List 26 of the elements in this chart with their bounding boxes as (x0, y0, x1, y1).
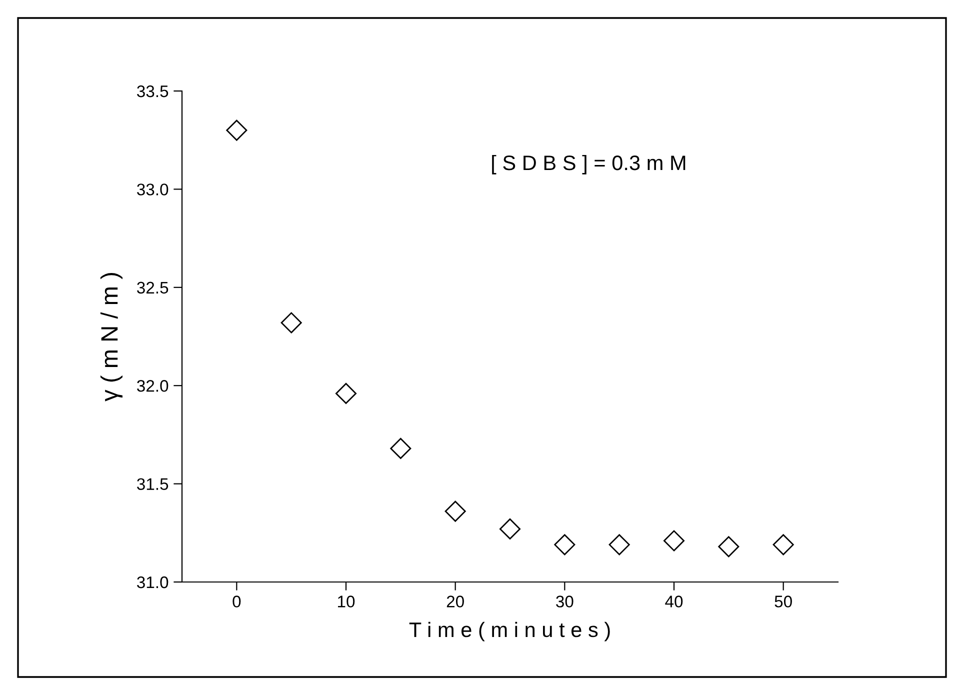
x-tick-label: 30 (556, 596, 574, 608)
annotation: [ S D B S ] = 0.3 m M (492, 154, 686, 174)
y-tick-label: 33.0 (137, 184, 168, 196)
point (663, 530, 685, 552)
point (390, 438, 412, 459)
y-tick-label: 32.5 (137, 282, 168, 294)
y-axis-title: γ ( m N / m ) (100, 273, 122, 402)
point (226, 120, 248, 141)
point (335, 382, 357, 404)
point (608, 534, 630, 556)
point (499, 518, 521, 540)
x-tick-label: 10 (338, 596, 355, 608)
point (280, 312, 302, 334)
point (772, 534, 794, 556)
y-tick-label: 31.0 (137, 576, 168, 588)
x-tick-label: 0 (232, 596, 241, 608)
x-axis-title: T i m e ( m i n u t e s ) (409, 622, 610, 642)
point (718, 536, 740, 558)
point (444, 500, 466, 522)
x-tick-label: 20 (446, 596, 464, 608)
y-tick-label: 33.5 (137, 85, 168, 98)
y-tick-label: 31.5 (137, 478, 168, 490)
x-tick-label: 50 (774, 596, 792, 608)
y-tick-label: 32.0 (137, 380, 168, 392)
point (554, 534, 576, 556)
x-tick-label: 40 (665, 596, 683, 608)
